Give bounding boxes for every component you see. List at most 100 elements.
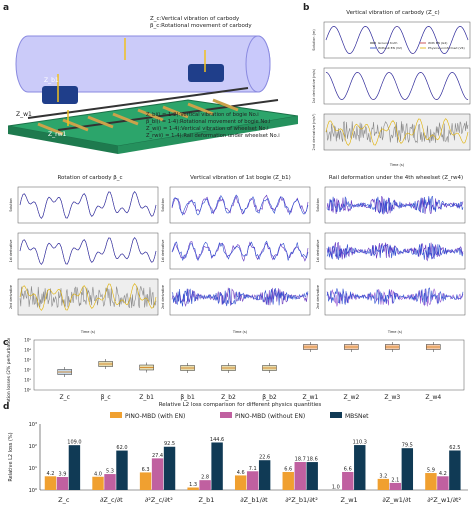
row-title-mid: Vertical vibration of 1st bogie (Z_b1) — [190, 175, 291, 181]
signal-plot-2-2-line-1 — [326, 287, 464, 306]
bar-label-0-1: 3.9 — [58, 471, 66, 477]
signal-ylabel-0-1: 1st derivative — [9, 240, 13, 263]
panel-c-category-4: Z_b2 — [221, 394, 236, 401]
bar-label-3-2: 144.6 — [210, 437, 224, 443]
label-zb: Z_b1 — [44, 77, 59, 84]
panel-d-category-2: ∂²Z_c/∂t² — [145, 496, 173, 504]
legend-swatch-d-0 — [110, 412, 122, 418]
panel-b-ylabel-2: 2nd derivative (m/s²) — [312, 113, 316, 151]
bar-1-1 — [104, 474, 116, 490]
legend-label-2: Without EN (V2) — [378, 46, 402, 50]
track-bed-front — [118, 116, 298, 154]
bar-4-2 — [258, 460, 271, 490]
panel-c-ylabel: Equation losses (2% perturbation added) — [6, 338, 12, 402]
bar-5-1 — [294, 462, 306, 490]
legend-label-d-2: MBSNet — [345, 413, 369, 420]
legend-swatch-d-2 — [330, 412, 342, 418]
panel-d-ytick-1: 10¹ — [29, 466, 37, 472]
bar-label-6-2: 110.3 — [353, 440, 367, 446]
panel-d-ytick-2: 10² — [29, 444, 37, 450]
panel-c-ytick-2: 10² — [24, 368, 31, 373]
bar-label-3-1: 2.8 — [201, 475, 209, 481]
bar-1-2 — [116, 450, 128, 490]
panel-b-plot-1-line-1 — [325, 71, 469, 101]
panel-d-category-7: ∂Z_w1/∂t — [382, 496, 411, 504]
bar-5-2 — [306, 462, 318, 490]
bar-8-0 — [425, 473, 437, 490]
panel-c-boxplot: Equation losses (2% perturbation added) 1… — [6, 338, 465, 402]
bar-label-5-0: 6.6 — [284, 466, 292, 472]
bar-8-2 — [449, 450, 461, 490]
bar-6-1 — [342, 471, 354, 490]
bar-0-2 — [68, 445, 81, 490]
panel-d-category-8: ∂²Z_w1/∂t² — [427, 496, 461, 504]
signal-plot-1-0-line-0 — [171, 194, 309, 215]
panel-d-category-1: ∂Z_c/∂t — [100, 496, 123, 504]
legend-label-0: Ground truth — [378, 41, 397, 45]
bar-label-8-0: 5.9 — [427, 468, 435, 474]
panel-c-ytick-4: 10⁴ — [24, 348, 31, 353]
signal-ylabel-2-2: 2nd derivative — [316, 285, 320, 309]
signal-plot-1-0-frame — [169, 186, 311, 224]
legend-label-d-0: PINO-MBD (with EN) — [125, 413, 185, 420]
panel-d-ytick-0: 10⁰ — [29, 488, 37, 494]
bar-8-1 — [437, 476, 449, 490]
bar-label-7-1: 2.1 — [391, 477, 399, 483]
label-zw: Z_w1 — [16, 111, 32, 118]
signal-xlabel-2: Time (s) — [387, 330, 403, 334]
rail-back — [27, 87, 249, 119]
signal-plot-2-1-line-1 — [326, 243, 464, 260]
panel-c-letter: c — [3, 338, 9, 348]
panel-b-plot-2-line-1 — [325, 118, 469, 146]
legend-label-1: With EN (G2) — [428, 41, 447, 45]
chart-title: Relative L2 loss comparison for differen… — [158, 402, 322, 408]
signal-ylabel-1-1: 1st derivative — [161, 240, 165, 263]
bar-label-3-0: 1.3 — [189, 482, 197, 488]
panel-b-ylabel-1: 1st derivative (m/s) — [312, 68, 316, 103]
bar-4-1 — [246, 471, 259, 490]
bar-3-2 — [211, 442, 223, 490]
panel-c-ytick-0: 10⁰ — [24, 388, 31, 393]
signal-plot-0-0-line-1 — [19, 191, 157, 219]
annotation-1: Z_c:Vertical vibration of carbody — [150, 16, 240, 22]
sleepers — [37, 98, 239, 136]
panel-c-category-2: Z_b1 — [139, 394, 154, 401]
signal-plot-1-0-line-1 — [171, 194, 309, 216]
panel-c-category-6: Z_w1 — [303, 394, 319, 401]
panel-c-ytick-3: 10³ — [24, 358, 31, 363]
signal-plot-1-1-frame — [169, 232, 311, 270]
annotation-5: Z_wi(i = 1-4):Vertical vibration of whee… — [146, 126, 269, 132]
bar-label-5-1: 18.7 — [295, 457, 306, 463]
signal-ylabel-1-0: Solution — [161, 198, 165, 211]
panel-c-category-1: β_c — [101, 394, 111, 401]
bogie-2 — [188, 64, 224, 82]
signal-plot-1-1-line-0 — [171, 241, 309, 262]
annotation-2: β_c:Rotational movement of carbody — [150, 23, 252, 29]
bar-7-2 — [401, 448, 414, 490]
bar-label-0-2: 109.0 — [67, 440, 81, 446]
vibration-arrows — [57, 38, 206, 126]
bar-label-8-1: 4.2 — [439, 471, 447, 477]
panel-c-category-0: Z_c — [60, 394, 70, 401]
bar-label-7-0: 3.2 — [379, 473, 387, 479]
row-title-left: Rotation of carbody β_c — [57, 175, 123, 181]
track-bed — [8, 99, 298, 147]
annotation-6: Z_rwi(i = 1-4):Rail deformation under wh… — [146, 133, 280, 139]
annotation-3: Z_bi(i = 1-2):Vertical vibration of bogi… — [146, 112, 259, 118]
panel-a-letter: a — [3, 3, 10, 13]
carbody-end — [245, 35, 271, 93]
signal-ylabel-2-1: 1st derivative — [316, 240, 320, 263]
bar-4-0 — [234, 475, 247, 490]
bar-label-6-0: 1.0 — [332, 485, 340, 491]
bar-label-2-0: 6.3 — [142, 467, 150, 473]
signal-plot-2-0-line-0 — [326, 195, 464, 215]
signal-ylabel-1-2: 2nd derivative — [161, 285, 165, 309]
signal-ylabel-2-0: Solution — [316, 198, 320, 211]
panel-c-category-3: β_b1 — [180, 394, 195, 401]
signal-plot-1-1-line-1 — [171, 240, 309, 261]
panel-b-plot-0-line-1 — [325, 25, 469, 55]
signal-ylabel-0-2: 2nd derivative — [9, 285, 13, 309]
panel-c-ytick-1: 10¹ — [24, 378, 31, 383]
bar-label-2-2: 92.5 — [164, 441, 175, 447]
panel-d-letter: d — [3, 402, 10, 412]
